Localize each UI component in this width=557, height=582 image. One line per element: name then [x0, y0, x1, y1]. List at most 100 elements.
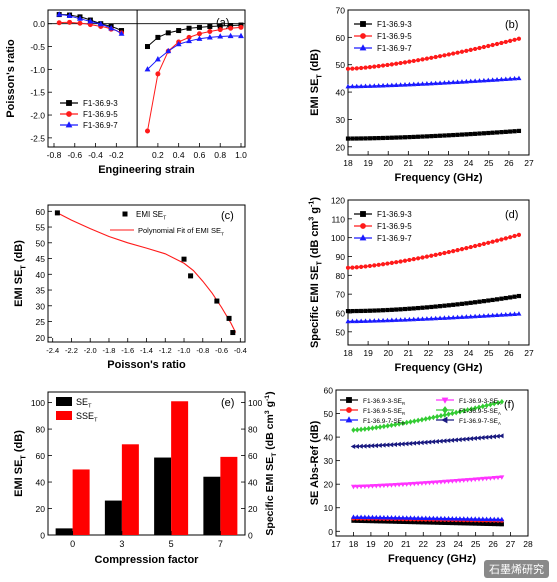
data-point: [490, 312, 496, 318]
data-point: [476, 404, 482, 411]
data-point: [499, 522, 504, 527]
data-point: [468, 436, 474, 442]
data-point: [358, 318, 364, 323]
data-point: [427, 415, 432, 422]
data-point: [438, 412, 444, 419]
x-tick-label: -0.8: [196, 346, 209, 355]
data-point: [488, 521, 493, 527]
data-point: [87, 18, 94, 24]
data-point: [486, 43, 491, 49]
series-line: [347, 234, 520, 269]
data-point: [480, 476, 486, 482]
data-point: [207, 23, 213, 29]
data-point: [431, 414, 436, 421]
data-point: [420, 255, 425, 260]
data-point: [516, 75, 522, 81]
data-point: [349, 83, 355, 89]
x-tick-label: -2.4: [46, 346, 59, 355]
data-point: [455, 248, 460, 253]
x-tick-label: 18: [343, 158, 353, 168]
y-tick-label: 60: [36, 207, 46, 217]
data-point: [499, 296, 504, 301]
data-point: [446, 315, 452, 320]
data-point: [217, 27, 223, 33]
data-point: [376, 308, 381, 313]
data-point: [389, 514, 394, 520]
y-tick-label: 70: [336, 290, 346, 300]
data-point: [165, 47, 172, 54]
legend-label: F1-36.9-5-SER: [363, 408, 405, 416]
data-point: [442, 53, 447, 58]
data-point: [453, 409, 459, 416]
data-point: [464, 436, 470, 442]
data-point: [354, 136, 359, 141]
data-point: [358, 426, 364, 433]
legend-marker: [345, 416, 353, 423]
data-point: [380, 135, 386, 141]
data-point: [449, 515, 455, 521]
y-tick-label: 25: [36, 317, 46, 327]
data-point: [446, 411, 451, 418]
bar-sset: [220, 456, 238, 535]
data-point: [354, 308, 359, 314]
data-point: [477, 45, 482, 51]
data-point: [450, 79, 456, 85]
data-point: [438, 515, 444, 521]
y-tick-label: 110: [331, 214, 345, 224]
data-point: [367, 136, 373, 141]
data-point: [442, 412, 447, 418]
x-tick-label: 25: [484, 158, 494, 168]
x-tick-label: -0.8: [47, 150, 62, 160]
data-point: [350, 66, 355, 71]
data-point: [473, 46, 478, 52]
data-point: [503, 76, 509, 82]
data-point: [503, 311, 509, 317]
data-point: [345, 66, 351, 71]
data-point: [495, 516, 501, 522]
panel-e-frame: [47, 391, 246, 536]
data-point: [461, 516, 467, 521]
panel-a: -0.8 -0.6 -0.4 -0.2 0.2 0.4 0.6 0.8 1.0 0.0 -0.5 -1…: [5, 9, 247, 176]
y-tick-label: 20: [324, 480, 334, 490]
data-point: [358, 514, 364, 520]
data-point: [430, 439, 436, 445]
data-point: [434, 480, 440, 485]
data-point: [499, 40, 504, 46]
data-point: [415, 440, 420, 446]
bar-sset: [171, 401, 189, 535]
series-line: [353, 516, 502, 521]
data-point: [363, 136, 368, 141]
legend-label: Polynomial Fit of EMI SET: [138, 226, 224, 237]
y-tick-label: 0.0: [33, 19, 45, 29]
data-point: [362, 514, 368, 520]
data-point: [468, 244, 473, 250]
data-point: [350, 444, 356, 450]
data-point: [416, 305, 421, 311]
data-point: [485, 312, 491, 318]
panel-frame: [335, 389, 529, 537]
data-point: [345, 318, 351, 324]
x-tick-label: 0: [70, 539, 75, 549]
legend-marker: [441, 397, 449, 404]
data-point: [487, 516, 493, 522]
data-point: [358, 443, 363, 449]
data-point: [472, 313, 478, 319]
y-tick-label: 30: [324, 456, 334, 466]
data-point: [389, 483, 394, 488]
y-tick-label: 60: [324, 386, 334, 396]
x-tick-label: 19: [366, 539, 376, 549]
data-point: [371, 318, 377, 323]
data-point: [495, 475, 501, 481]
y-right-tick-label: 100: [248, 398, 262, 408]
series-a-2: [56, 11, 244, 72]
data-point: [423, 416, 428, 422]
data-point: [468, 131, 473, 137]
data-point: [145, 44, 151, 50]
data-point: [463, 78, 469, 84]
y-right-tick-label: 40: [248, 478, 258, 488]
data-point: [345, 136, 351, 141]
data-point: [354, 484, 360, 490]
data-point: [345, 83, 351, 89]
data-point: [437, 304, 443, 309]
bar-set: [154, 457, 172, 535]
